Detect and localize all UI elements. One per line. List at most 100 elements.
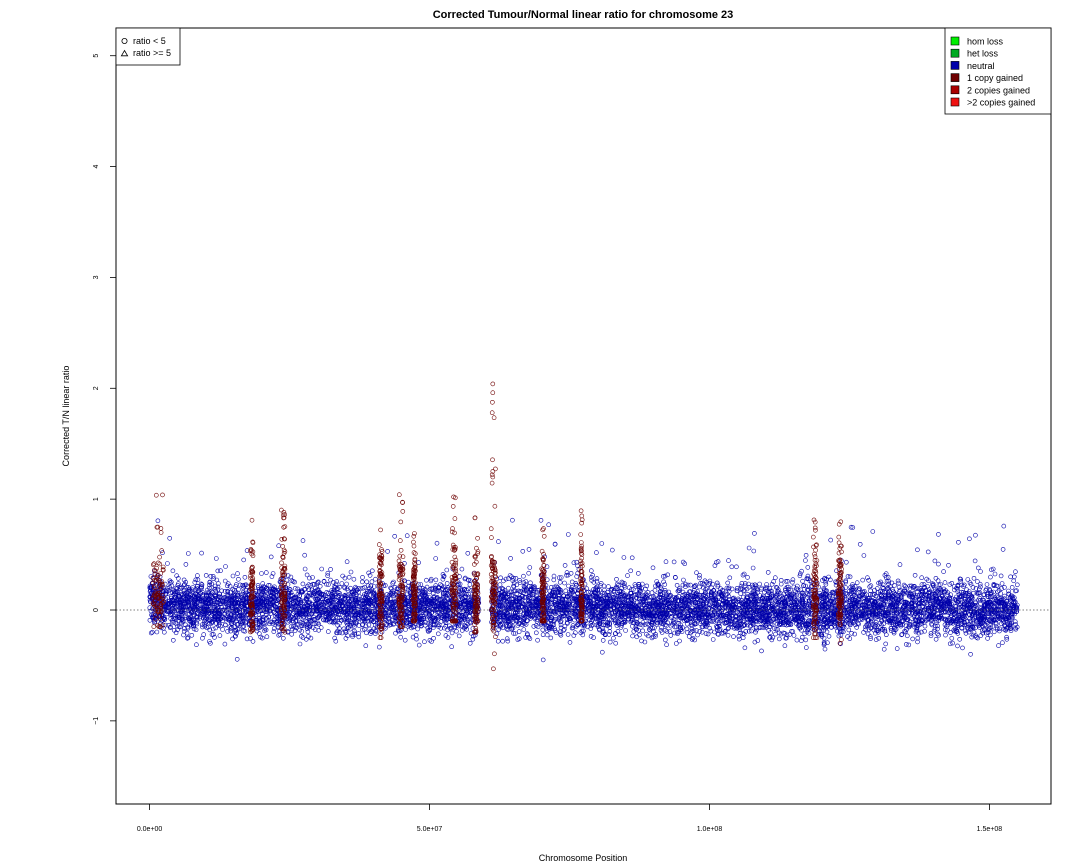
- data-point: [241, 585, 246, 591]
- data-point: [702, 578, 708, 584]
- data-point: [636, 602, 641, 608]
- data-point: [548, 635, 554, 641]
- data-point: [398, 634, 404, 640]
- data-point: [365, 583, 371, 589]
- data-point: [1000, 547, 1006, 552]
- data-point: [344, 581, 349, 587]
- data-point: [628, 568, 634, 574]
- data-point: [148, 630, 154, 636]
- data-point: [844, 591, 850, 597]
- data-point: [496, 627, 502, 632]
- data-point: [880, 582, 886, 588]
- data-point: [576, 587, 581, 593]
- data-point: [470, 626, 476, 631]
- data-point: [653, 634, 658, 639]
- data-point: [834, 568, 839, 574]
- data-point: [443, 633, 449, 638]
- data-point: [225, 588, 230, 594]
- data-point: [734, 564, 739, 570]
- data-point: [1001, 523, 1007, 529]
- data-point: [978, 584, 983, 590]
- data-point: [433, 556, 439, 561]
- data-point: [444, 567, 450, 573]
- data-point: [726, 589, 732, 594]
- data-point: [210, 626, 216, 632]
- data-point: [797, 571, 803, 577]
- data-point: [215, 568, 221, 574]
- data-point: [849, 630, 854, 636]
- data-point: [513, 575, 519, 581]
- data-point: [786, 596, 791, 602]
- data-point: [609, 547, 615, 553]
- data-point: [175, 623, 180, 629]
- data-point: [316, 621, 322, 627]
- data-point: [805, 573, 811, 579]
- data-point: [979, 628, 985, 633]
- data-point: [821, 624, 827, 630]
- data-point: [367, 573, 373, 578]
- data-point: [843, 578, 849, 584]
- data-point: [170, 568, 176, 574]
- data-point: [769, 637, 775, 643]
- data-point: [640, 622, 646, 628]
- data-point: [292, 579, 297, 585]
- data-point: [431, 625, 436, 630]
- data-point: [639, 593, 645, 599]
- data-point: [295, 586, 301, 592]
- data-point: [304, 572, 310, 578]
- data-point: [308, 635, 314, 641]
- data-point: [328, 577, 333, 583]
- data-point: [901, 582, 907, 588]
- data-point: [856, 586, 862, 591]
- data-point: [613, 620, 618, 626]
- data-point: [942, 627, 948, 632]
- data-point: [639, 638, 644, 644]
- data-point: [259, 571, 264, 576]
- data-point: [745, 592, 750, 597]
- data-point: [174, 573, 179, 579]
- data-point: [798, 638, 804, 644]
- data-point: [416, 642, 422, 648]
- data-point: [580, 632, 586, 638]
- data-point: [334, 630, 339, 636]
- data-point: [193, 577, 199, 583]
- data-point: [756, 618, 762, 624]
- data-point: [790, 629, 796, 634]
- data-point: [899, 632, 904, 638]
- data-point: [510, 578, 516, 583]
- data-point: [971, 630, 977, 635]
- data-point: [772, 575, 778, 581]
- data-point: [571, 633, 577, 638]
- data-point: [497, 582, 503, 588]
- data-point: [504, 624, 510, 629]
- data-point: [910, 636, 916, 642]
- data-point: [621, 583, 627, 589]
- data-point: [854, 625, 860, 630]
- data-point: [607, 629, 613, 634]
- data-point: [736, 634, 742, 639]
- data-point: [894, 646, 900, 651]
- data-point: [660, 574, 666, 579]
- data-point: [996, 643, 1001, 648]
- data-point: [521, 606, 527, 612]
- data-point: [470, 633, 476, 639]
- data-point: [662, 582, 668, 587]
- data-point: [376, 644, 382, 650]
- data-point: [185, 635, 190, 641]
- data-point: [910, 597, 915, 603]
- data-point: [345, 622, 350, 628]
- data-point: [371, 584, 377, 589]
- data-point: [960, 645, 965, 651]
- data-point: [983, 630, 989, 636]
- data-point: [662, 637, 668, 643]
- data-point: [433, 577, 439, 583]
- data-point: [651, 594, 656, 600]
- data-point: [1002, 585, 1007, 590]
- data-point: [210, 574, 216, 579]
- data-point: [594, 576, 600, 581]
- data-point: [973, 532, 978, 538]
- data-point: [715, 582, 721, 588]
- data-point: [457, 581, 463, 587]
- data-point: [676, 593, 682, 599]
- data-point: [203, 573, 209, 578]
